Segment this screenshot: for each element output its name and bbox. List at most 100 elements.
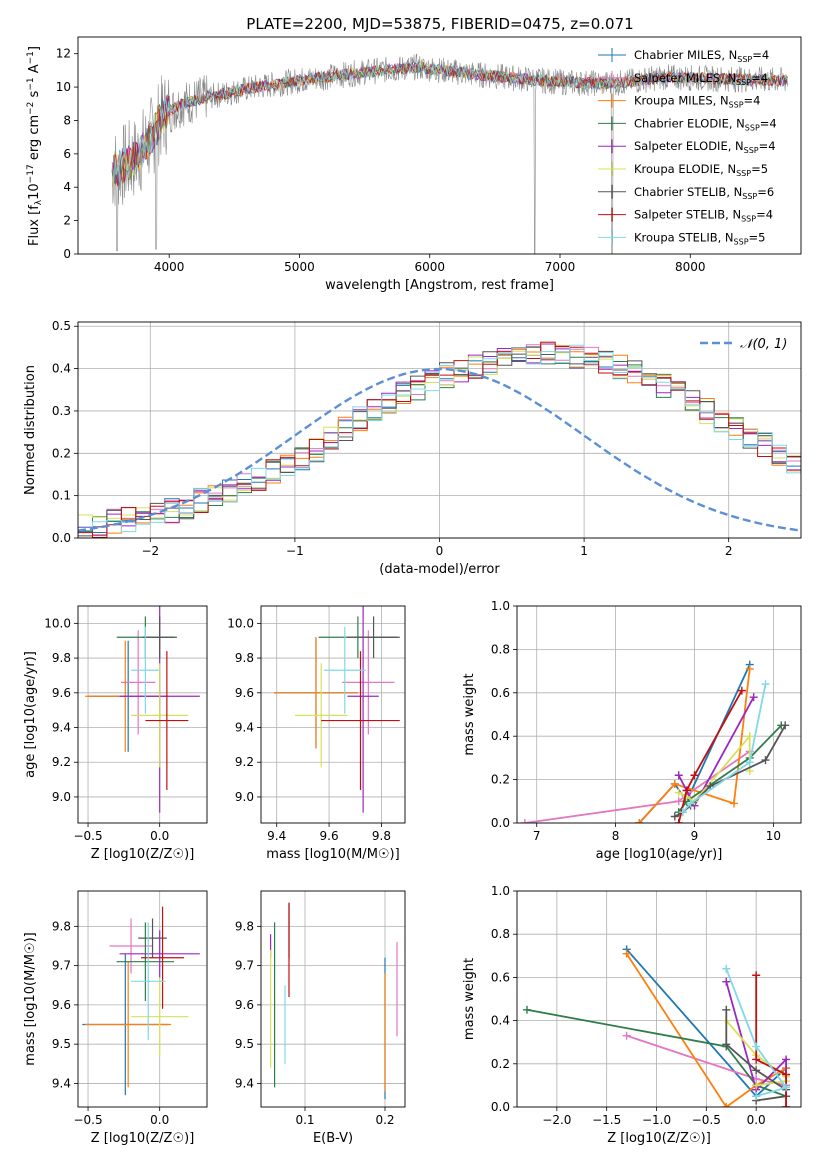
series-marker [520,819,529,823]
x-tick-label: −1.0 [642,1113,671,1127]
legend-gaussian-label: 𝒩(0, 1) [740,337,787,352]
y-tick-label: 0.6 [491,686,510,700]
y-tick-label: 0.4 [491,1014,510,1028]
series-line [526,1008,787,1098]
series-marker [635,819,644,823]
x-tick-label: 9.6 [320,829,339,843]
series-marker [752,1081,761,1090]
x-tick-label: 4000 [154,260,185,274]
y-tick-label: 9.6 [235,998,254,1012]
series-marker [722,964,731,973]
legend-entry: Chabrier MILES, NSSP=4 [634,48,769,64]
series-marker [745,732,754,741]
x-tick-label: 7 [533,829,541,843]
x-tick-label: −0.5 [73,1113,102,1127]
x-tick-label: 5000 [284,260,315,274]
x-tick-label: 7000 [545,260,576,274]
series-line [725,1009,787,1102]
x-tick-label: −1 [286,544,304,558]
x-tick-label: 0 [436,544,444,558]
series-marker [782,1070,791,1079]
axes-frame [77,890,208,1108]
series-marker [781,721,790,730]
gaussian-curve [78,367,801,532]
y-tick-label: 9.8 [52,919,71,933]
y-tick-label: 9.4 [235,1076,254,1090]
y-tick-label: 1.0 [491,599,510,613]
y-tick-label: 0.8 [491,642,510,656]
series-marker [674,819,683,823]
y-tick-label: 9.0 [235,790,254,804]
series-marker [674,771,683,780]
y-axis-label: Normed distribution [23,365,38,495]
x-tick-label: −2.0 [542,1113,571,1127]
x-axis-label: (data-model)/error [379,562,500,577]
y-tick-label: 6 [63,147,71,161]
y-tick-label: 9.0 [52,790,71,804]
spectrum-lines [111,53,789,254]
x-axis-label: Z [log10(Z/Z☉)] [91,1131,195,1146]
x-tick-label: 0.0 [747,1113,766,1127]
series-marker [745,664,754,673]
x-tick-label: −0.5 [692,1113,721,1127]
x-tick-label: 0.2 [375,1113,394,1127]
x-tick-label: 0.1 [295,1113,314,1127]
series-marker [745,758,754,767]
series-marker [752,1066,761,1075]
series-marker [682,786,691,795]
figure-title: PLATE=2200, MJD=53875, FIBERID=0475, z=0… [246,15,633,33]
axes-frame [77,321,802,539]
x-tick-label: −0.5 [73,829,102,843]
series-line [725,968,788,1098]
y-axis-label: age [log10(age/yr)] [23,651,38,778]
series-marker [749,693,758,702]
y-tick-label: 2 [63,214,71,228]
y-tick-label: 1.0 [491,884,510,898]
x-axis-label: age [log10(age/yr)] [596,847,723,862]
x-tick-label: 8000 [675,260,706,274]
y-tick-label: 9.8 [235,919,254,933]
series-marker [729,799,738,808]
x-axis-label: E(B-V) [313,1131,353,1146]
x-tick-label: 10 [766,829,781,843]
model-spectrum [113,60,788,182]
series-marker [752,1055,761,1064]
series-marker [752,971,761,980]
y-tick-label: 9.2 [52,755,71,769]
y-tick-label: 0.5 [52,319,71,333]
y-tick-label: 12 [56,47,71,61]
y-tick-label: 0.2 [52,446,71,460]
series-marker [674,797,683,806]
y-tick-label: 9.5 [235,1037,254,1051]
errorbars [270,902,398,1100]
series-marker [737,686,746,695]
series-marker [678,808,687,817]
y-tick-label: 0.3 [52,404,71,418]
axes-frame [516,605,802,824]
series-marker [722,977,731,986]
y-axis-label: Flux [fλ10−17 erg cm−2 s−1 A−1] [26,46,44,246]
y-tick-label: 0 [63,247,71,261]
legend-entry: Kroupa MILES, NSSP=4 [634,94,760,110]
y-tick-label: 9.4 [52,1076,71,1090]
x-tick-label: −1.5 [592,1113,621,1127]
histograms [78,341,801,538]
y-tick-label: 9.8 [235,651,254,665]
y-tick-label: 8 [63,113,71,127]
y-tick-label: 9.6 [52,998,71,1012]
y-tick-label: 0.0 [491,1100,510,1114]
series-marker [722,1040,731,1049]
x-tick-label: 0.0 [150,1113,169,1127]
x-tick-label: 2 [725,544,733,558]
axes-frame [516,890,802,1108]
y-tick-label: 9.7 [235,959,254,973]
y-tick-label: 0.8 [491,927,510,941]
series-marker [722,1103,731,1107]
y-tick-label: 0.2 [491,1057,510,1071]
x-tick-label: 6000 [414,260,445,274]
series-marker [782,1055,791,1064]
y-tick-label: 0.4 [491,729,510,743]
x-axis-label: Z [log10(Z/Z☉)] [607,1131,711,1146]
y-tick-label: 9.6 [52,686,71,700]
mass-weight-lines [520,660,790,823]
